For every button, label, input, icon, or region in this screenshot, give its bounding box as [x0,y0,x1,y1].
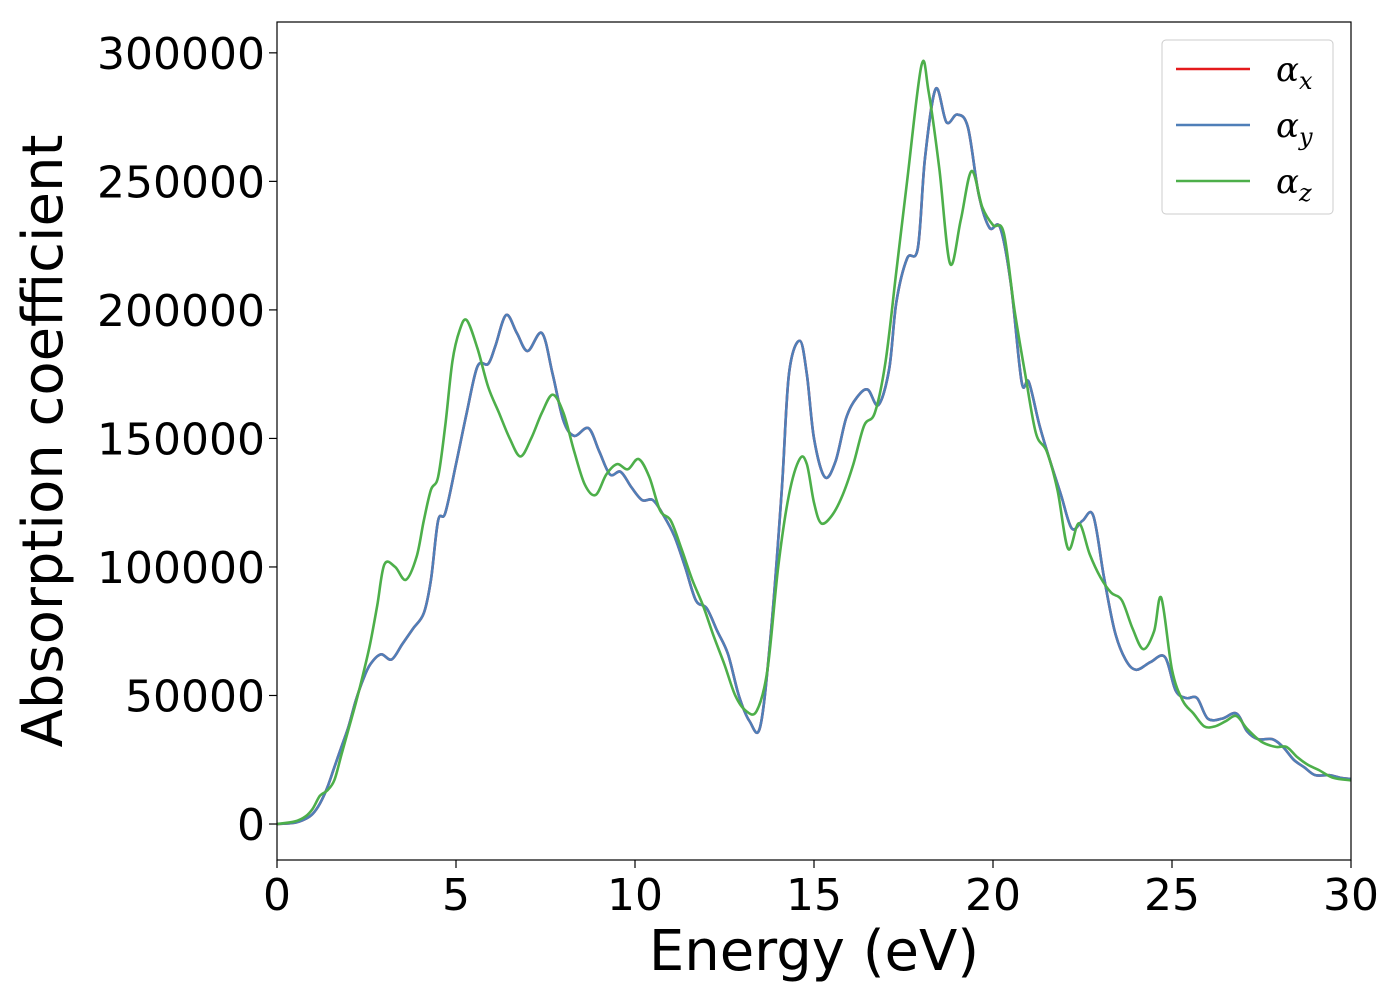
x-tick-label: 10 [607,870,663,921]
y-tick-label: 100000 [97,543,265,594]
x-tick-label: 30 [1323,870,1379,921]
legend-label-base: α [1276,162,1299,202]
x-tick-label: 5 [442,870,470,921]
legend-label-subscript: x [1299,67,1313,95]
y-tick-label: 200000 [97,286,265,337]
legend-label-base: α [1276,50,1299,90]
series-line-z [277,59,1351,826]
x-tick-label: 15 [786,870,842,921]
y-axis-label: Absorption coefficient [11,135,76,748]
y-tick-label: 150000 [97,414,265,465]
x-axis: 0 5 10 15 20 25 30 [263,860,1379,921]
x-tick-label: 20 [965,870,1021,921]
y-axis: 0 50000 100000 150000 200000 250000 300000 [97,29,277,851]
y-tick-label: 0 [237,800,265,851]
legend-label-y: αy [1276,106,1313,151]
series-line-y [277,87,1351,826]
x-axis-label: Energy (eV) [649,919,979,984]
legend-label-subscript: y [1298,123,1313,151]
legend-label-subscript: z [1298,179,1312,207]
legend-label-base: α [1276,106,1299,146]
x-tick-label: 0 [263,870,291,921]
series-layer [277,59,1351,826]
legend-label-x: αx [1276,50,1313,95]
y-tick-label: 300000 [97,29,265,80]
y-tick-label: 50000 [125,671,265,722]
legend-box [1161,39,1334,215]
y-tick-label: 250000 [97,157,265,208]
legend-label-z: αz [1276,162,1312,207]
x-tick-label: 25 [1144,870,1200,921]
